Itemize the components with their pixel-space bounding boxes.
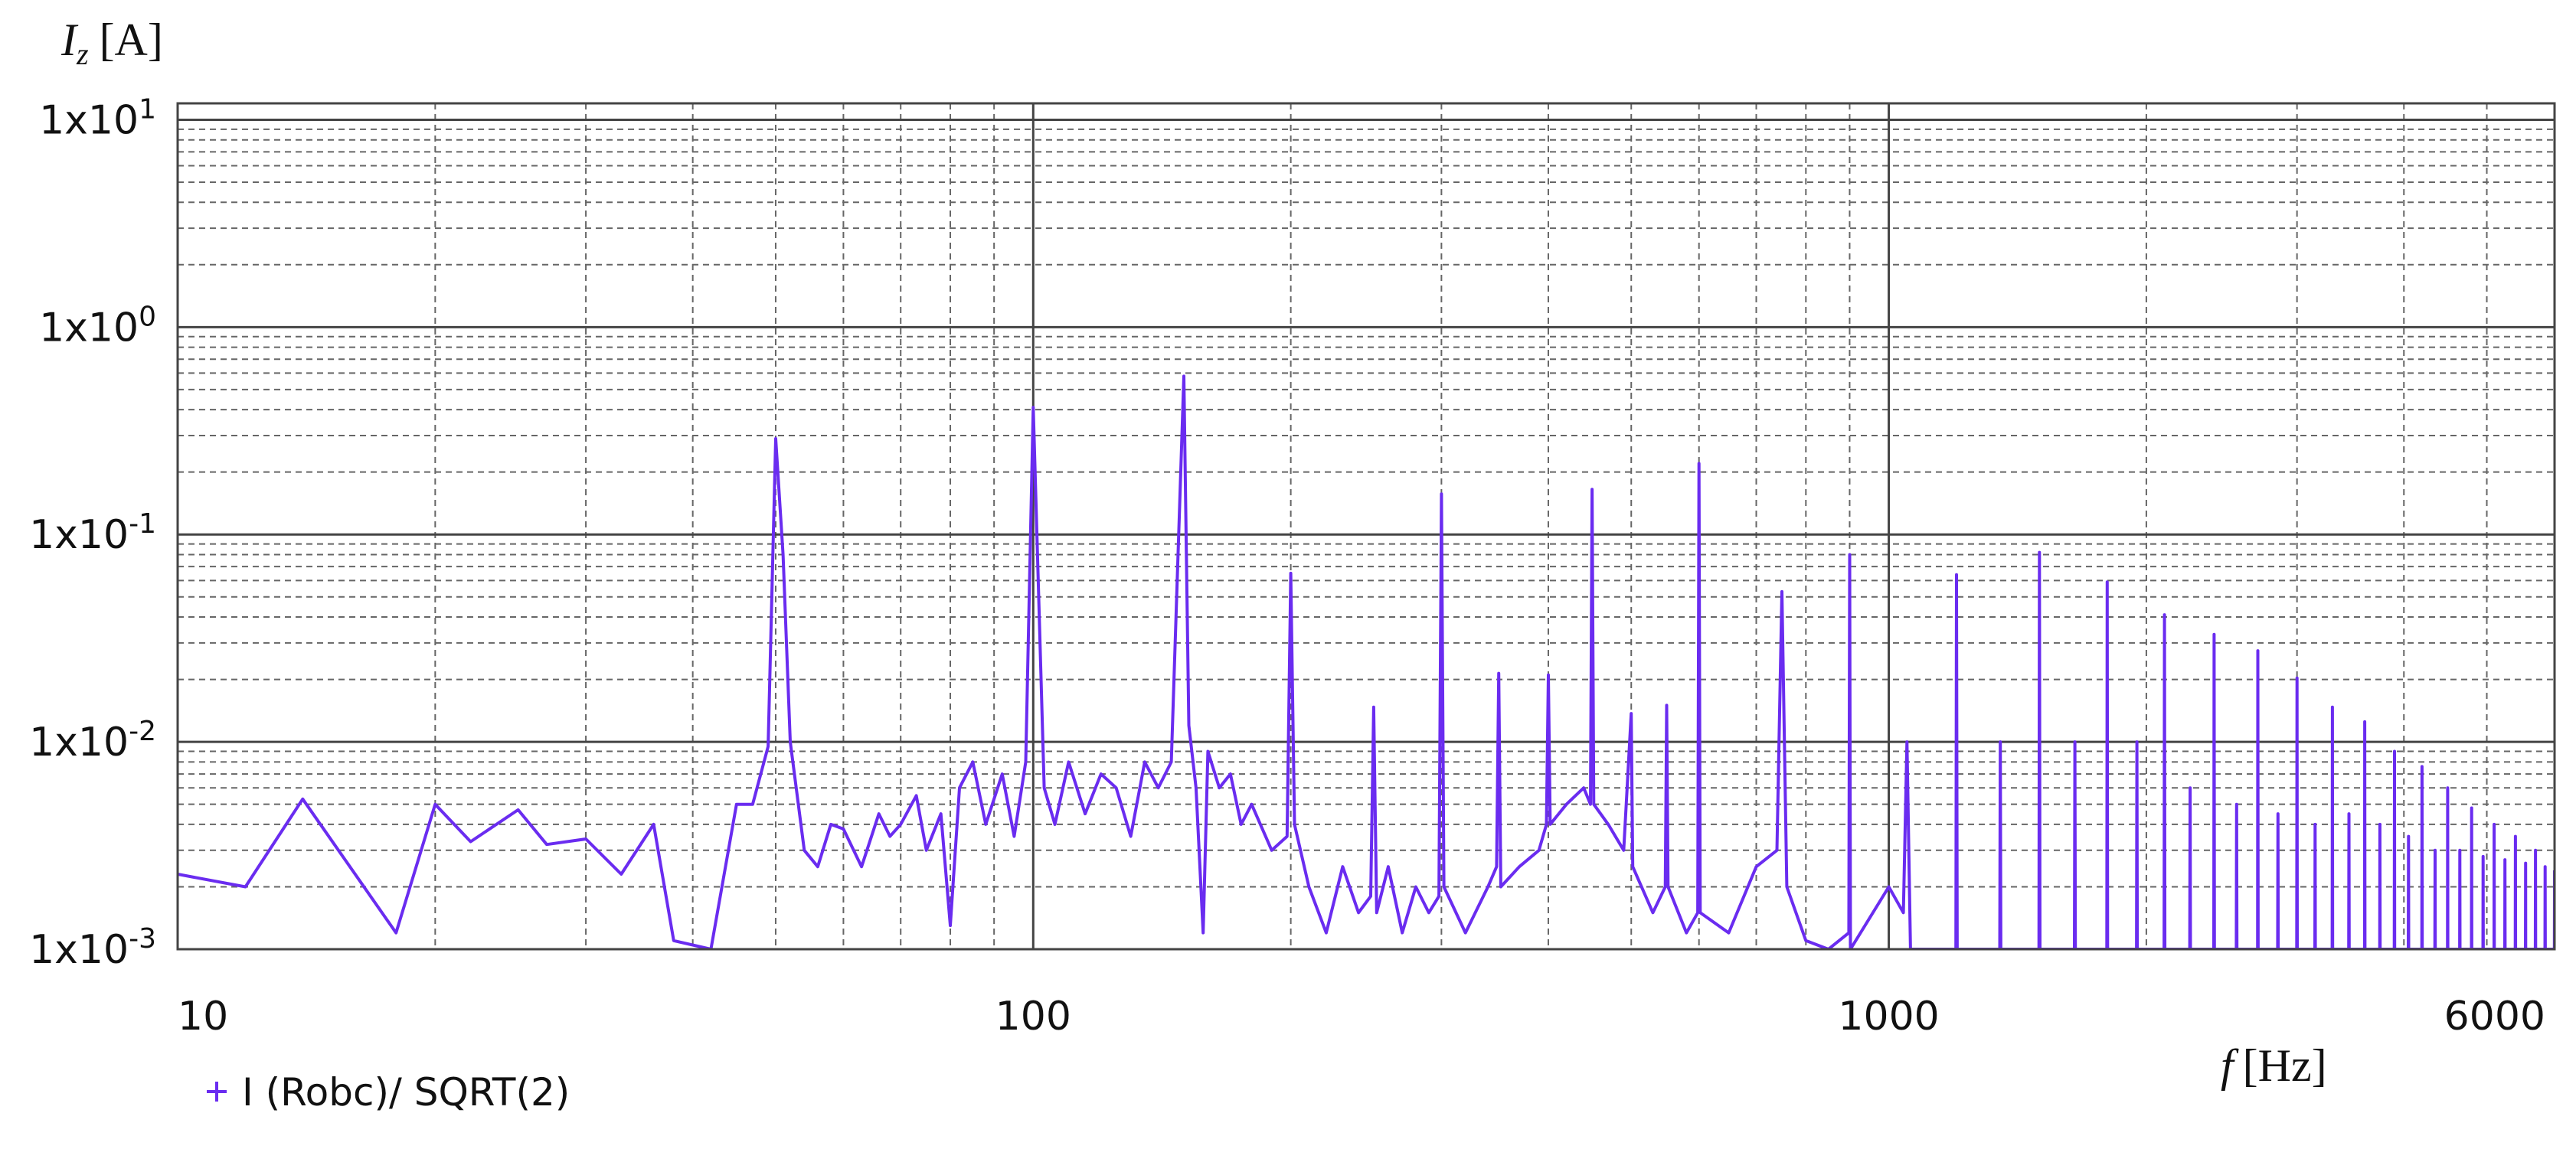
y-tick-label: 1x10-1 xyxy=(29,508,156,558)
y-label-subscript: z xyxy=(76,37,89,71)
y-label-symbol: I xyxy=(60,15,79,65)
y-axis-label: Iz [A] xyxy=(60,15,163,71)
x-tick-label: 1000 xyxy=(1838,994,1939,1040)
y-tick-mantissa: 1x10 xyxy=(29,512,129,558)
y-tick-exponent: -2 xyxy=(129,716,156,747)
y-tick-mantissa: 1x10 xyxy=(39,305,139,351)
y-tick-exponent: -3 xyxy=(129,923,156,955)
x-tick-label: 100 xyxy=(995,994,1071,1040)
x-axis-label: f [Hz] xyxy=(2221,1040,2327,1091)
plot-border xyxy=(176,102,2556,951)
y-tick-exponent: 0 xyxy=(139,301,156,332)
y-tick-label: 1x10-2 xyxy=(29,716,156,765)
data-line xyxy=(178,374,2555,949)
y-tick-exponent: -1 xyxy=(129,508,156,540)
y-tick-label: 1x10-3 xyxy=(29,923,156,973)
legend-marker xyxy=(207,1082,227,1102)
y-tick-mantissa: 1x10 xyxy=(29,720,129,765)
y-tick-mantissa: 1x10 xyxy=(39,97,139,143)
y-label-unit: [A] xyxy=(100,15,163,65)
x-tick-label: 6000 xyxy=(2444,994,2545,1040)
x-label-unit: [Hz] xyxy=(2243,1040,2327,1091)
y-tick-label: 1x101 xyxy=(39,93,156,143)
tick-labels: 10 100 1000 60001x1011x1001x10-11x10-21x10-… xyxy=(29,93,2545,1040)
plot-area xyxy=(178,374,2555,949)
y-tick-exponent: 1 xyxy=(139,93,156,125)
y-tick-label: 1x100 xyxy=(39,301,156,351)
x-tick-label: 10 xyxy=(178,994,228,1040)
legend: I (Robc)/ SQRT(2) xyxy=(207,1070,570,1115)
y-tick-mantissa: 1x10 xyxy=(29,927,129,973)
legend-label: I (Robc)/ SQRT(2) xyxy=(242,1070,570,1115)
